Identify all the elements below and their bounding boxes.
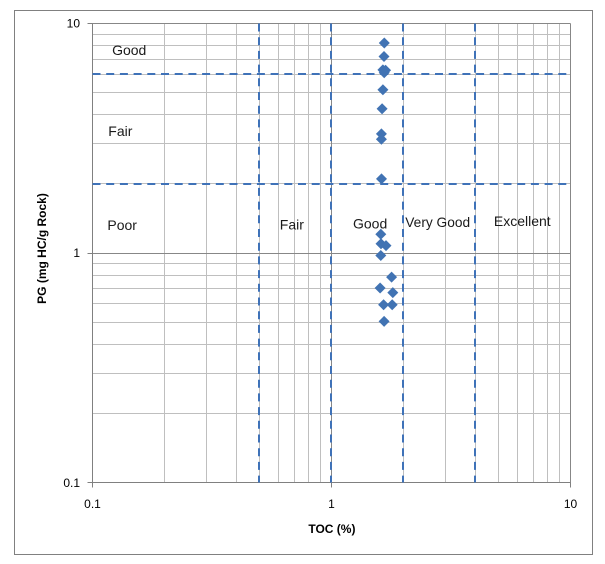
svg-text:Good: Good (353, 216, 387, 232)
svg-text:1: 1 (328, 497, 335, 511)
svg-text:Good: Good (112, 42, 146, 58)
svg-text:TOC (%): TOC (%) (308, 522, 355, 536)
svg-text:Excellent: Excellent (494, 213, 551, 229)
svg-text:Very Good: Very Good (405, 214, 470, 230)
svg-text:Poor: Poor (107, 217, 137, 233)
svg-text:Fair: Fair (280, 216, 304, 232)
svg-text:Fair: Fair (108, 123, 132, 139)
svg-text:0.1: 0.1 (63, 476, 80, 490)
svg-text:10: 10 (564, 497, 578, 511)
svg-text:10: 10 (67, 16, 81, 30)
svg-text:1: 1 (73, 246, 80, 260)
svg-text:PG (mg HC/g Rock): PG (mg HC/g Rock) (35, 193, 49, 304)
svg-text:0.1: 0.1 (84, 497, 101, 511)
